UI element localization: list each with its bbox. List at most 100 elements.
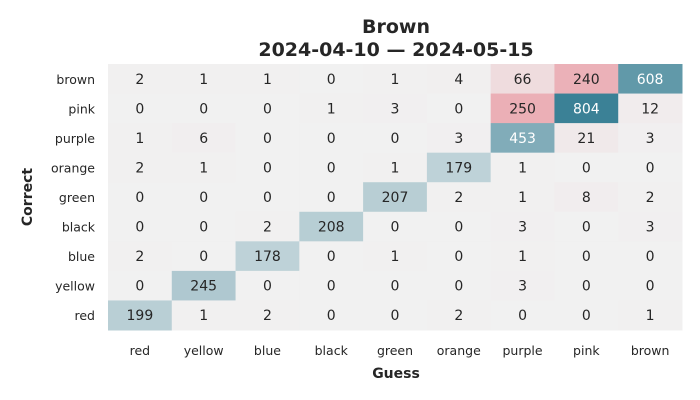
cell-value-label: 1 <box>199 308 208 324</box>
cell-value-label: 0 <box>582 220 591 236</box>
heatmap-cell <box>171 270 237 301</box>
cell-value-label: 2 <box>135 72 144 88</box>
cell-value-label: 208 <box>318 220 345 236</box>
heatmap-cell <box>235 241 300 272</box>
cell-value-label: 3 <box>454 131 463 147</box>
heatmap-cell <box>299 64 364 95</box>
cell-value-label: 0 <box>646 279 655 295</box>
y-tick-label: green <box>59 190 95 205</box>
cell-value-label: 1 <box>327 101 336 117</box>
cell-value-label: 8 <box>582 190 591 206</box>
heatmap-cell <box>171 241 237 272</box>
heatmap-cell <box>171 182 237 213</box>
heatmap-cell <box>554 270 619 301</box>
cell-value-label: 2 <box>263 220 272 236</box>
heatmap-cell <box>618 64 683 95</box>
cell-value-label: 12 <box>641 101 659 117</box>
cell-value-label: 2 <box>135 160 144 176</box>
heatmap-cell <box>618 241 683 272</box>
cell-value-label: 3 <box>518 220 527 236</box>
heatmap-cell <box>108 182 173 213</box>
heatmap-cell <box>426 300 492 331</box>
cell-value-label: 1 <box>135 131 144 147</box>
cell-value-label: 1 <box>518 249 527 265</box>
heatmap-cell <box>363 93 428 124</box>
heatmap-cell <box>299 270 364 301</box>
heatmap-cell <box>618 182 683 213</box>
heatmap-cell <box>235 93 300 124</box>
cell-value-label: 2 <box>454 308 463 324</box>
heatmap-cell <box>426 241 492 272</box>
heatmap-cell <box>618 123 683 154</box>
heatmap-cell <box>235 211 300 242</box>
chart-subtitle: 2024-04-10 — 2024-05-15 <box>258 39 533 61</box>
cell-value-label: 0 <box>454 249 463 265</box>
heatmap-cell <box>490 123 555 154</box>
heatmap-cell <box>554 123 619 154</box>
cell-value-label: 0 <box>199 190 208 206</box>
cell-value-label: 0 <box>199 249 208 265</box>
heatmap-cell <box>618 300 683 331</box>
y-tick-label: orange <box>51 160 95 175</box>
heatmap-cell <box>235 300 300 331</box>
heatmap-cell <box>363 241 428 272</box>
cell-value-label: 207 <box>382 190 409 206</box>
heatmap-cell <box>108 93 173 124</box>
heatmap-cell <box>618 211 683 242</box>
heatmap-cell <box>108 64 173 95</box>
heatmap-cell <box>554 211 619 242</box>
cell-value-label: 250 <box>509 101 536 117</box>
cell-value-label: 0 <box>327 249 336 265</box>
heatmap-cell <box>363 211 428 242</box>
heatmap-cell <box>108 211 173 242</box>
heatmap-cell <box>171 64 237 95</box>
heatmap-cell <box>171 211 237 242</box>
y-tick-label: purple <box>55 131 95 146</box>
x-tick-label: orange <box>437 343 481 358</box>
cell-value-label: 3 <box>391 101 400 117</box>
cell-value-label: 0 <box>391 220 400 236</box>
heatmap-cell <box>490 152 555 183</box>
cell-value-label: 0 <box>391 308 400 324</box>
cell-value-label: 2 <box>135 249 144 265</box>
cell-value-label: 0 <box>327 131 336 147</box>
cell-value-label: 21 <box>577 131 595 147</box>
heatmap-cell <box>554 64 619 95</box>
cell-value-label: 0 <box>135 190 144 206</box>
cell-value-label: 6 <box>199 131 208 147</box>
cell-value-label: 1 <box>391 72 400 88</box>
cell-value-label: 608 <box>637 72 664 88</box>
cell-value-label: 2 <box>263 308 272 324</box>
heatmap-cell <box>235 123 300 154</box>
heatmap-cell <box>171 93 237 124</box>
heatmap-cell <box>299 182 364 213</box>
heatmap-cell <box>108 270 173 301</box>
y-tick-labels: brown pink purple orange green black blue yello… <box>51 72 96 323</box>
cell-value-label: 0 <box>135 101 144 117</box>
cell-value-label: 199 <box>127 308 154 324</box>
heatmap-cell <box>426 123 492 154</box>
heatmap-cell <box>426 152 492 183</box>
cell-value-label: 0 <box>327 190 336 206</box>
x-tick-label: pink <box>573 343 600 358</box>
heatmap-cell <box>363 270 428 301</box>
cell-value-label: 1 <box>391 249 400 265</box>
x-tick-label: yellow <box>184 343 224 358</box>
heatmap-cell <box>363 152 428 183</box>
x-tick-label: red <box>130 343 151 358</box>
heatmap-cell <box>299 93 364 124</box>
heatmap-cell <box>490 300 555 331</box>
heatmap-cell <box>299 241 364 272</box>
cell-value-label: 0 <box>582 160 591 176</box>
heatmap-cell <box>108 152 173 183</box>
cell-value-label: 0 <box>263 279 272 295</box>
cell-value-label: 0 <box>391 279 400 295</box>
y-tick-label: red <box>75 308 96 323</box>
cell-value-label: 0 <box>327 279 336 295</box>
heatmap-cell <box>299 152 364 183</box>
cell-value-label: 0 <box>327 308 336 324</box>
heatmap-cell <box>554 241 619 272</box>
x-tick-label: purple <box>503 343 543 358</box>
heatmap-cell <box>299 123 364 154</box>
